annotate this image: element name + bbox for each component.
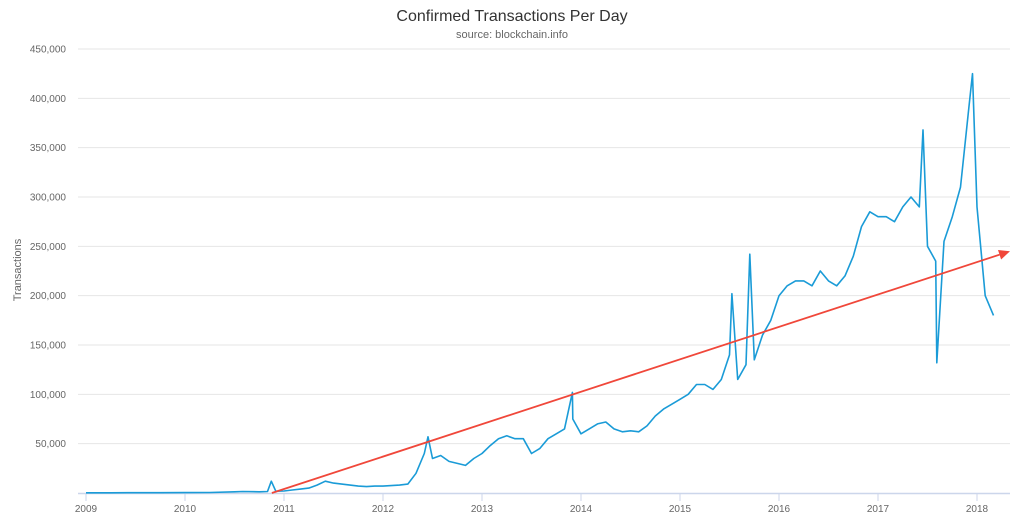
series-line	[86, 72, 995, 494]
x-tick-label: 2017	[867, 504, 890, 515]
y-tick-label: 350,000	[30, 143, 67, 154]
x-tick-label: 2010	[174, 504, 197, 515]
x-tick-label: 2012	[372, 504, 395, 515]
x-tick-label: 2014	[570, 504, 593, 515]
y-tick-label: 200,000	[30, 291, 67, 302]
x-tick-label: 2016	[768, 504, 791, 515]
x-tick-label: 2015	[669, 504, 692, 515]
y-tick-label: 400,000	[30, 94, 67, 105]
trend-arrowhead	[997, 249, 1010, 260]
x-tick-label: 2011	[273, 504, 295, 515]
y-tick-label: 50,000	[35, 439, 66, 450]
y-tick-label: 250,000	[30, 242, 67, 253]
chart-subtitle: source: blockchain.info	[456, 29, 568, 41]
x-tick-label: 2018	[966, 504, 989, 515]
gridlines	[78, 48, 1010, 495]
x-tick-label: 2009	[75, 504, 98, 515]
chart-title: Confirmed Transactions Per Day	[396, 8, 627, 25]
y-axis-ticks: 50,000 100,000 150,000 200,000 250,000 300,00…	[30, 45, 67, 451]
y-tick-label: 450,000	[30, 45, 67, 56]
y-axis-label: Transactions	[12, 238, 24, 301]
y-tick-label: 300,000	[30, 193, 67, 204]
y-tick-label: 150,000	[30, 341, 67, 352]
plot-area	[86, 72, 1010, 494]
y-tick-label: 100,000	[30, 390, 67, 401]
x-tick-label: 2013	[471, 504, 494, 515]
x-axis-ticks: 2009 2010 2011 2012 2013 2014 2015 2016 2017 2018	[75, 493, 989, 515]
trend-line	[271, 253, 1000, 494]
